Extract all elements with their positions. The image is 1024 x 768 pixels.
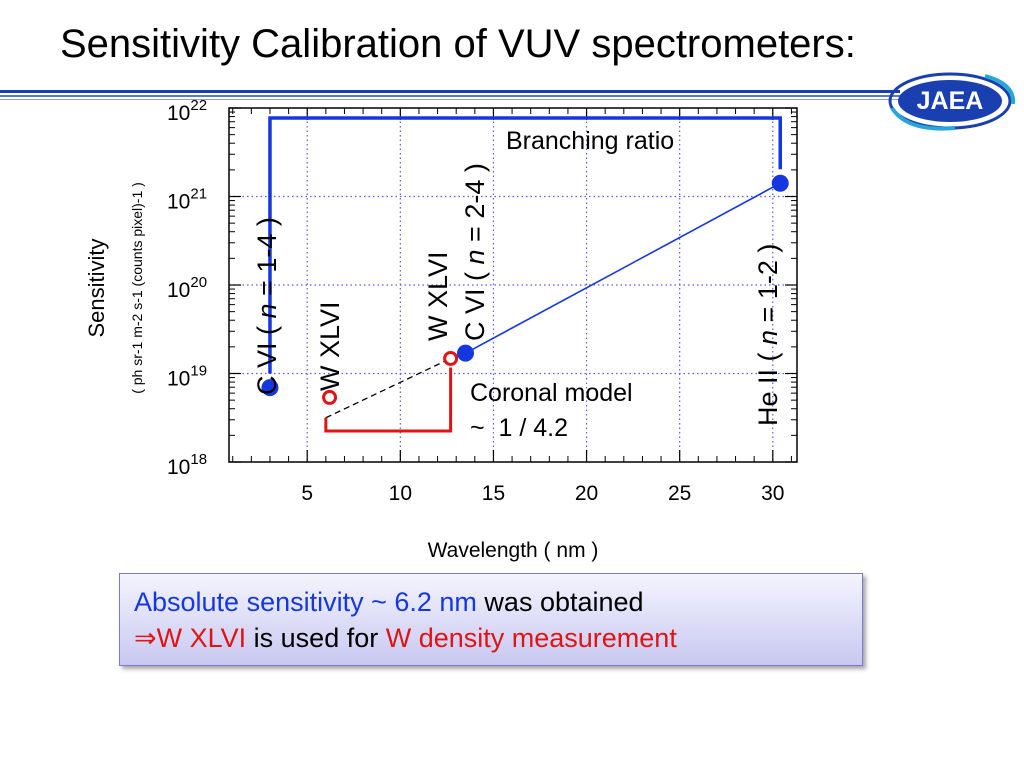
x-tick-label: 20 [575, 482, 598, 505]
label-he2-n1-2: He II ( n = 1-2 ) [753, 244, 783, 426]
header-rule [0, 95, 900, 97]
label-w46-low: W XLVI [315, 301, 345, 391]
data-point-open [322, 389, 338, 405]
branching-ratio-label: Branching ratio [506, 127, 674, 155]
label-w46-high: W XLVI [423, 251, 453, 341]
annotation-brackets [268, 116, 782, 433]
label-c6-n1-4: C VI ( n = 1-4 ) [252, 217, 282, 395]
branching-ratio-bracket [268, 116, 782, 374]
grid-lines [229, 108, 797, 462]
summary-obtained-text: was obtained [476, 587, 644, 617]
y-tick-label: 1019 [167, 363, 207, 391]
x-tick-label: 30 [761, 482, 784, 505]
data-lines [325, 182, 781, 419]
jaea-logo: JAEA [888, 72, 1016, 131]
y-axis-label: Sensitivity [84, 238, 109, 337]
summary-density-text: density measurement [411, 623, 677, 653]
x-tick-label: 5 [301, 482, 313, 505]
data-point-filled [771, 174, 789, 192]
summary-sensitivity-text: Absolute sensitivity ~ 6.2 nm [134, 587, 477, 617]
y-tick-label: 1020 [167, 274, 207, 302]
summary-line-1: Absolute sensitivity ~ 6.2 nm was obtain… [134, 584, 848, 620]
logo-text: JAEA [917, 87, 984, 115]
label-c6-n2-4: C VI ( n = 2-4 ) [460, 163, 490, 341]
header-rule [0, 90, 900, 93]
header-rule [0, 99, 900, 100]
y-tick-label: 1018 [167, 451, 207, 479]
implies-arrow: ⇒ [134, 623, 157, 653]
coronal-model-ratio: ~ 1 / 4.2 [470, 414, 568, 442]
data-point-open [443, 350, 459, 366]
summary-box: Absolute sensitivity ~ 6.2 nm was obtain… [119, 573, 863, 666]
coronal-model-label: Coronal model [470, 379, 633, 407]
data-points [261, 174, 789, 405]
data-point-filled [261, 379, 279, 397]
x-axis-label: Wavelength ( nm ) [428, 539, 599, 562]
y-tick-label: 1022 [167, 97, 207, 125]
y-axis-units: ( ph sr-1 m-2 s-1 (counts pixel)-1 ) [129, 182, 145, 394]
coronal-model-bracket [324, 367, 453, 433]
summary-w-text: W [385, 623, 412, 653]
summary-used-for-text: is used for [246, 623, 386, 653]
extrapolation-line [325, 357, 451, 419]
fit-line [465, 182, 781, 354]
summary-w46-text: W XLVI [156, 623, 247, 653]
x-tick-label: 15 [482, 482, 505, 505]
summary-line-2: ⇒W XLVI is used for W density measuremen… [134, 620, 848, 656]
sensitivity-chart: 5 10 15 20 25 30 1018 1019 1020 1021 1022 Waveleng… [84, 97, 798, 562]
axis-ticks [229, 107, 797, 463]
data-point-filled [457, 344, 475, 362]
tick-labels: 5 10 15 20 25 30 1018 1019 1020 1021 1022 [167, 97, 784, 505]
y-tick-label: 1021 [167, 186, 207, 214]
x-tick-label: 10 [389, 482, 412, 505]
x-tick-label: 25 [668, 482, 691, 505]
slide-title: Sensitivity Calibration of VUV spectrome… [60, 22, 856, 66]
